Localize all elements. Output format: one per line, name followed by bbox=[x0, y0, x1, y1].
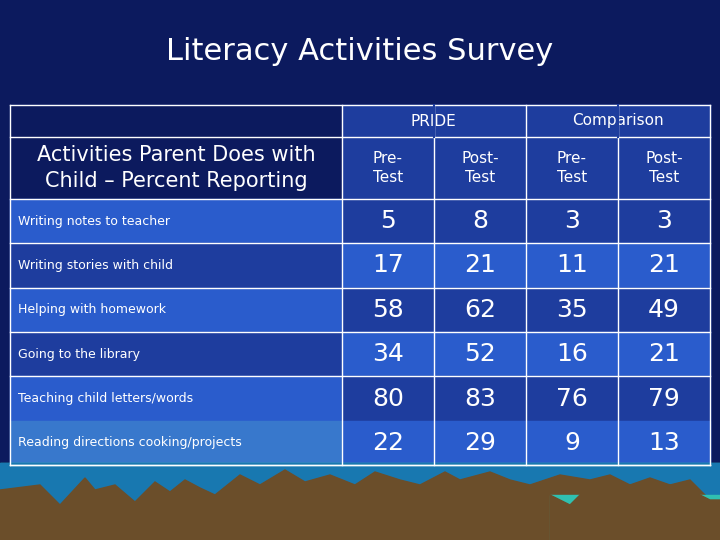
Bar bbox=[526, 199, 618, 244]
Bar bbox=[0, 463, 720, 540]
Text: 21: 21 bbox=[648, 253, 680, 278]
Bar bbox=[618, 332, 710, 376]
Bar bbox=[342, 105, 526, 137]
Text: 80: 80 bbox=[372, 387, 404, 410]
Text: 5: 5 bbox=[380, 209, 396, 233]
Bar bbox=[526, 421, 618, 465]
Bar bbox=[434, 137, 526, 199]
Bar bbox=[10, 376, 342, 421]
Bar bbox=[10, 137, 342, 199]
Bar bbox=[618, 376, 710, 421]
Bar bbox=[342, 288, 434, 332]
Bar bbox=[10, 244, 342, 288]
Bar bbox=[434, 199, 526, 244]
Text: 13: 13 bbox=[648, 431, 680, 455]
Text: Writing notes to teacher: Writing notes to teacher bbox=[18, 215, 170, 228]
Text: Activities Parent Does with
Child – Percent Reporting: Activities Parent Does with Child – Perc… bbox=[37, 145, 315, 191]
Bar bbox=[526, 244, 618, 288]
Bar bbox=[434, 376, 526, 421]
Bar bbox=[10, 105, 342, 137]
Text: 52: 52 bbox=[464, 342, 496, 366]
Text: 62: 62 bbox=[464, 298, 496, 322]
Text: 76: 76 bbox=[556, 387, 588, 410]
Bar bbox=[342, 137, 434, 199]
Bar bbox=[342, 421, 434, 465]
Text: Helping with homework: Helping with homework bbox=[18, 303, 166, 316]
Bar bbox=[526, 105, 710, 137]
Bar bbox=[342, 199, 434, 244]
Text: 21: 21 bbox=[464, 253, 496, 278]
Text: 3: 3 bbox=[656, 209, 672, 233]
Bar bbox=[342, 332, 434, 376]
Polygon shape bbox=[550, 485, 720, 540]
Text: 29: 29 bbox=[464, 431, 496, 455]
Text: 22: 22 bbox=[372, 431, 404, 455]
Text: 35: 35 bbox=[556, 298, 588, 322]
Bar bbox=[526, 137, 618, 199]
Bar bbox=[618, 244, 710, 288]
Bar bbox=[434, 421, 526, 465]
Text: 21: 21 bbox=[648, 342, 680, 366]
Bar bbox=[434, 332, 526, 376]
Bar bbox=[618, 137, 710, 199]
Text: 83: 83 bbox=[464, 387, 496, 410]
Bar bbox=[434, 244, 526, 288]
Text: 16: 16 bbox=[556, 342, 588, 366]
Bar bbox=[526, 288, 618, 332]
Bar bbox=[10, 332, 342, 376]
Text: 11: 11 bbox=[556, 253, 588, 278]
Bar bbox=[526, 376, 618, 421]
Bar bbox=[0, 463, 720, 540]
Text: 17: 17 bbox=[372, 253, 404, 278]
Text: Pre-
Test: Pre- Test bbox=[557, 151, 587, 185]
Text: Comparison: Comparison bbox=[572, 113, 664, 129]
Bar bbox=[342, 376, 434, 421]
Bar bbox=[10, 105, 710, 465]
Polygon shape bbox=[0, 470, 720, 540]
Bar bbox=[434, 288, 526, 332]
Text: PRIDE: PRIDE bbox=[411, 113, 456, 129]
Bar bbox=[10, 421, 342, 465]
Bar bbox=[526, 332, 618, 376]
Bar bbox=[618, 199, 710, 244]
Text: Teaching child letters/words: Teaching child letters/words bbox=[18, 392, 193, 405]
Bar bbox=[618, 288, 710, 332]
Text: Going to the library: Going to the library bbox=[18, 348, 140, 361]
Text: Post-
Test: Post- Test bbox=[645, 151, 683, 185]
Text: 34: 34 bbox=[372, 342, 404, 366]
Text: 79: 79 bbox=[648, 387, 680, 410]
Text: 58: 58 bbox=[372, 298, 404, 322]
Text: Writing stories with child: Writing stories with child bbox=[18, 259, 173, 272]
Bar bbox=[618, 421, 710, 465]
Text: 8: 8 bbox=[472, 209, 488, 233]
Text: 9: 9 bbox=[564, 431, 580, 455]
Bar bbox=[10, 199, 342, 244]
Text: 49: 49 bbox=[648, 298, 680, 322]
Bar bbox=[550, 495, 720, 540]
Text: Pre-
Test: Pre- Test bbox=[373, 151, 403, 185]
Bar bbox=[10, 288, 342, 332]
Bar bbox=[342, 244, 434, 288]
Text: Reading directions cooking/projects: Reading directions cooking/projects bbox=[18, 436, 242, 449]
Text: Literacy Activities Survey: Literacy Activities Survey bbox=[166, 37, 554, 66]
Text: Post-
Test: Post- Test bbox=[461, 151, 499, 185]
Text: 3: 3 bbox=[564, 209, 580, 233]
